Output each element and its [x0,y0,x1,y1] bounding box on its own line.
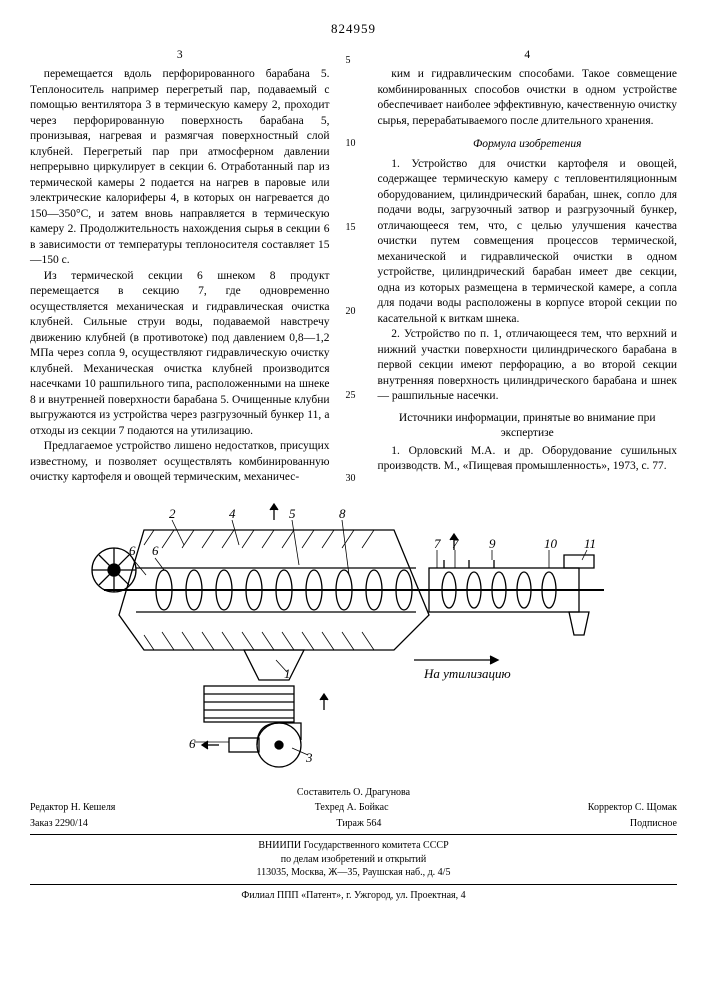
left-p1: перемещается вдоль перфорированного бара… [30,67,330,269]
fig-label-9: 9 [489,536,496,551]
fig-label-10: 10 [544,536,558,551]
document-number: 824959 [30,20,677,38]
footer-l2: по делам изобретений и открытий [30,853,677,867]
fig-label-11: 11 [584,536,596,551]
left-column: 3 перемещается вдоль перфорированного ба… [30,48,330,486]
right-p3: 2. Устройство по п. 1, отличающееся тем,… [378,327,678,405]
tech-editor: Техред А. Бойкас [315,801,389,815]
line-num: 5 [346,54,362,68]
right-p2: 1. Устройство для очистки картофеля и ов… [378,157,678,328]
fig-label-7: 7 [434,536,441,551]
util-text: На утилизацию [423,666,511,681]
line-num: 25 [346,389,362,403]
fig-label-5: 5 [289,506,296,521]
footer-block: ВНИИПИ Государственного комитета СССР по… [30,839,677,902]
sources-title: Источники информации, принятые во вниман… [378,411,678,442]
footer-l1: ВНИИПИ Государственного комитета СССР [30,839,677,853]
fig-label-6: 6 [129,543,136,558]
right-column: 4 ким и гидравлическим способами. Такое … [378,48,678,486]
footer-l3: 113035, Москва, Ж—35, Раушская наб., д. … [30,866,677,880]
korrektor: Корректор С. Щомак [588,801,677,815]
left-p3: Предлагаемое устройство лишено недостатк… [30,439,330,486]
fig-label-6c: 6 [189,736,196,751]
line-number-gutter: 5 10 15 20 25 30 [346,48,362,486]
fig-label-7b: 7 [452,536,459,551]
fig-label-2: 2 [169,506,176,521]
tirage: Тираж 564 [336,817,381,831]
right-col-number: 4 [378,48,678,64]
footer-l4: Филиал ППП «Патент», г. Ужгород, ул. Про… [30,889,677,903]
line-num: 15 [346,221,362,235]
divider [30,834,677,835]
fig-label-1: 1 [284,666,291,681]
fig-label-3: 3 [305,750,313,765]
formula-title: Формула изобретения [378,137,678,153]
fig-label-4: 4 [229,506,236,521]
right-p4: 1. Орловский М.А. и др. Оборудование суш… [378,444,678,475]
editor: Редактор Н. Кешеля [30,801,115,815]
subscription: Подписное [630,817,677,831]
order-number: Заказ 2290/14 [30,817,88,831]
divider-2 [30,884,677,885]
line-num: 30 [346,472,362,486]
text-columns: 3 перемещается вдоль перфорированного ба… [30,48,677,486]
left-col-number: 3 [30,48,330,64]
figure-svg: 2 4 5 8 7 7 9 10 11 6 6 6 1 3 На утилиза… [74,500,634,770]
line-num: 10 [346,137,362,151]
line-num: 20 [346,305,362,319]
fig-label-8: 8 [339,506,346,521]
fig-label-6b: 6 [152,543,159,558]
patent-figure: 2 4 5 8 7 7 9 10 11 6 6 6 1 3 На утилиза… [30,500,677,776]
compiler: Составитель О. Драгунова [297,786,410,800]
right-p1: ким и гидравлическим способами. Такое со… [378,67,678,129]
left-p2: Из термической секции 6 шнеком 8 продукт… [30,269,330,440]
credits-block: Составитель О. Драгунова Редактор Н. Кеш… [30,786,677,903]
